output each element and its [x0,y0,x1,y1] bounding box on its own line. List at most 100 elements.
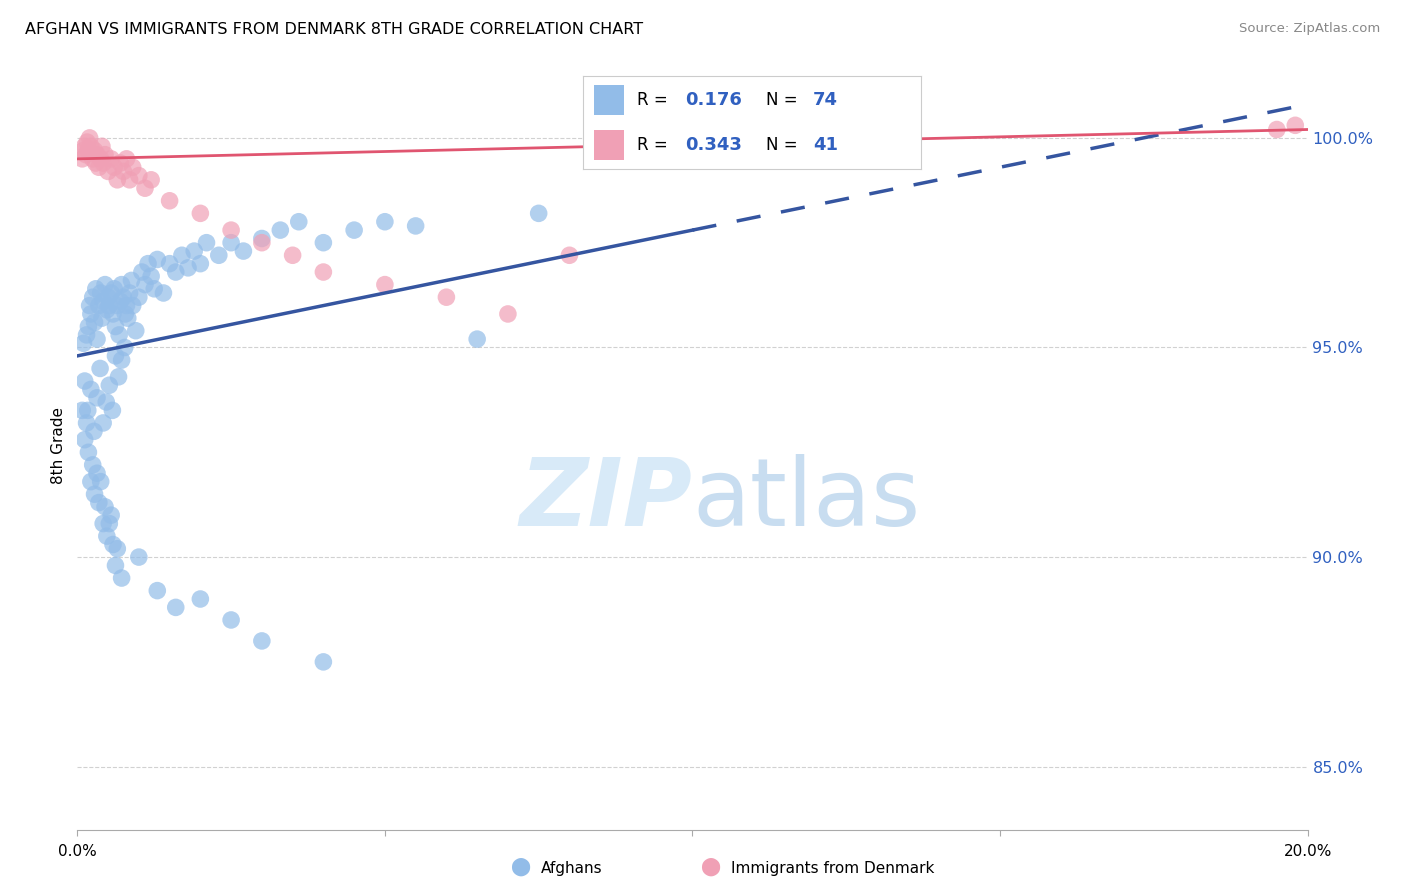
Point [100,508,122,523]
Point [121,160,143,174]
Text: R =: R = [637,136,673,154]
Point [250,634,273,648]
Point [121,299,143,313]
Point [128,290,150,304]
Point [98,299,121,313]
Point [87,160,110,174]
Point [80,383,103,397]
Point [128,550,150,565]
Point [128,169,150,183]
Point [87,495,110,509]
Point [96,302,118,317]
Point [343,223,366,237]
Point [165,265,187,279]
Point [76,416,98,430]
Point [118,173,141,187]
Point [90,139,114,153]
Point [115,299,138,313]
Point [115,152,138,166]
Text: atlas: atlas [693,454,921,546]
Point [219,235,242,250]
Point [101,403,124,417]
Point [114,307,136,321]
Point [496,307,519,321]
Point [90,285,112,300]
Text: ⬤: ⬤ [700,857,720,876]
Point [159,194,181,208]
Text: AFGHAN VS IMMIGRANTS FROM DENMARK 8TH GRADE CORRELATION CHART: AFGHAN VS IMMIGRANTS FROM DENMARK 8TH GR… [25,22,644,37]
Point [100,285,122,300]
Point [72,336,94,351]
Point [288,215,311,229]
Text: N =: N = [766,136,803,154]
Point [73,433,96,447]
FancyBboxPatch shape [593,85,624,115]
Text: ⬤: ⬤ [510,857,530,876]
Point [100,152,122,166]
Point [118,285,141,300]
Point [134,181,156,195]
Point [188,206,212,220]
Point [97,290,120,304]
Point [112,290,135,304]
Point [91,416,114,430]
Point [80,139,103,153]
Point [405,219,427,233]
Point [105,299,128,313]
Point [141,173,163,187]
Point [87,299,110,313]
Point [146,583,169,598]
Point [125,324,148,338]
Point [77,445,100,459]
Point [232,244,254,258]
Point [97,164,120,178]
Point [70,152,93,166]
Point [70,403,93,417]
Point [136,257,159,271]
Point [177,260,200,275]
Text: 0.176: 0.176 [685,91,741,109]
Text: 0.0%: 0.0% [58,844,97,859]
Text: Immigrants from Denmark: Immigrants from Denmark [731,861,935,876]
Point [76,327,98,342]
Text: ZIP: ZIP [520,454,693,546]
Text: 0.343: 0.343 [685,136,741,154]
Point [73,374,96,388]
Point [96,529,118,543]
Point [111,277,132,292]
Point [104,319,127,334]
Point [104,558,127,573]
Point [112,164,135,178]
Point [82,458,104,472]
Point [101,537,124,551]
Point [219,223,242,237]
Point [1284,118,1306,132]
Point [96,395,118,409]
Point [86,332,108,346]
Point [98,378,121,392]
Point [110,294,132,309]
Point [86,467,108,481]
Point [83,315,105,329]
Point [208,248,231,262]
Point [91,516,114,531]
Point [183,244,205,258]
Point [312,265,335,279]
Text: Source: ZipAtlas.com: Source: ZipAtlas.com [1240,22,1381,36]
Point [281,248,304,262]
Point [436,290,458,304]
Point [98,516,121,531]
Point [527,206,550,220]
Point [121,273,143,287]
Point [94,147,117,161]
Point [107,369,129,384]
Point [188,592,212,607]
Point [103,160,125,174]
Point [77,144,100,158]
Point [146,252,169,267]
Point [250,231,273,245]
Point [312,235,335,250]
Point [312,655,335,669]
FancyBboxPatch shape [593,130,624,160]
Text: R =: R = [637,91,673,109]
